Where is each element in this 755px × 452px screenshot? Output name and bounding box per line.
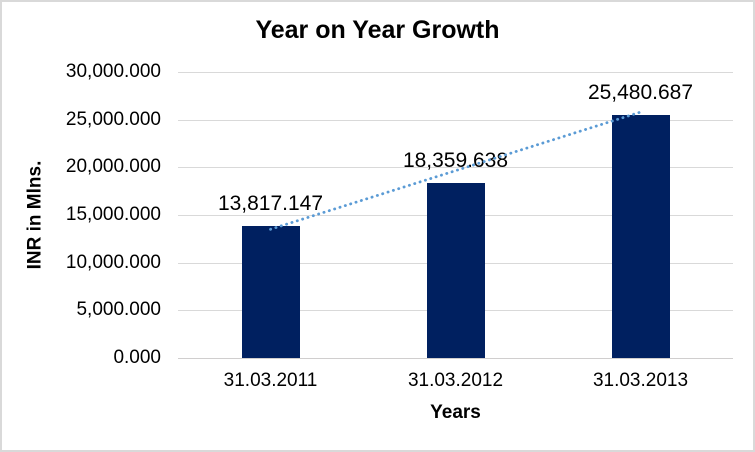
chart-title: Year on Year Growth — [255, 16, 500, 44]
gridline — [178, 119, 733, 121]
y-tick-label: 10,000.000 — [65, 251, 161, 273]
y-tick-label: 5,000.000 — [76, 299, 161, 321]
bar-31.03.2013 — [611, 115, 670, 358]
x-tick-label: 31.03.2011 — [223, 370, 318, 391]
bar-31.03.2011 — [241, 226, 300, 358]
bar-31.03.2012 — [426, 182, 485, 358]
y-tick-label: 30,000.000 — [65, 61, 161, 82]
x-tick-label: 31.03.2013 — [592, 370, 689, 391]
trendline — [269, 110, 642, 231]
data-label: 25,480.687 — [587, 81, 694, 105]
y-tick-label: 15,000.000 — [65, 204, 161, 225]
x-tick-label: 31.03.2012 — [407, 370, 504, 391]
data-label: 18,359.638 — [402, 148, 509, 172]
plot-area: 13,817.147 18,359.638 25,480.687 — [178, 72, 733, 359]
gridline — [178, 167, 733, 169]
x-axis-title: Years — [430, 402, 481, 423]
data-label: 13,817.147 — [217, 192, 324, 216]
y-tick-label: 0.000 — [113, 347, 161, 368]
gridline — [178, 72, 733, 73]
y-tick-label: 25,000.000 — [65, 108, 161, 130]
y-tick-label: 20,000.000 — [65, 156, 161, 178]
